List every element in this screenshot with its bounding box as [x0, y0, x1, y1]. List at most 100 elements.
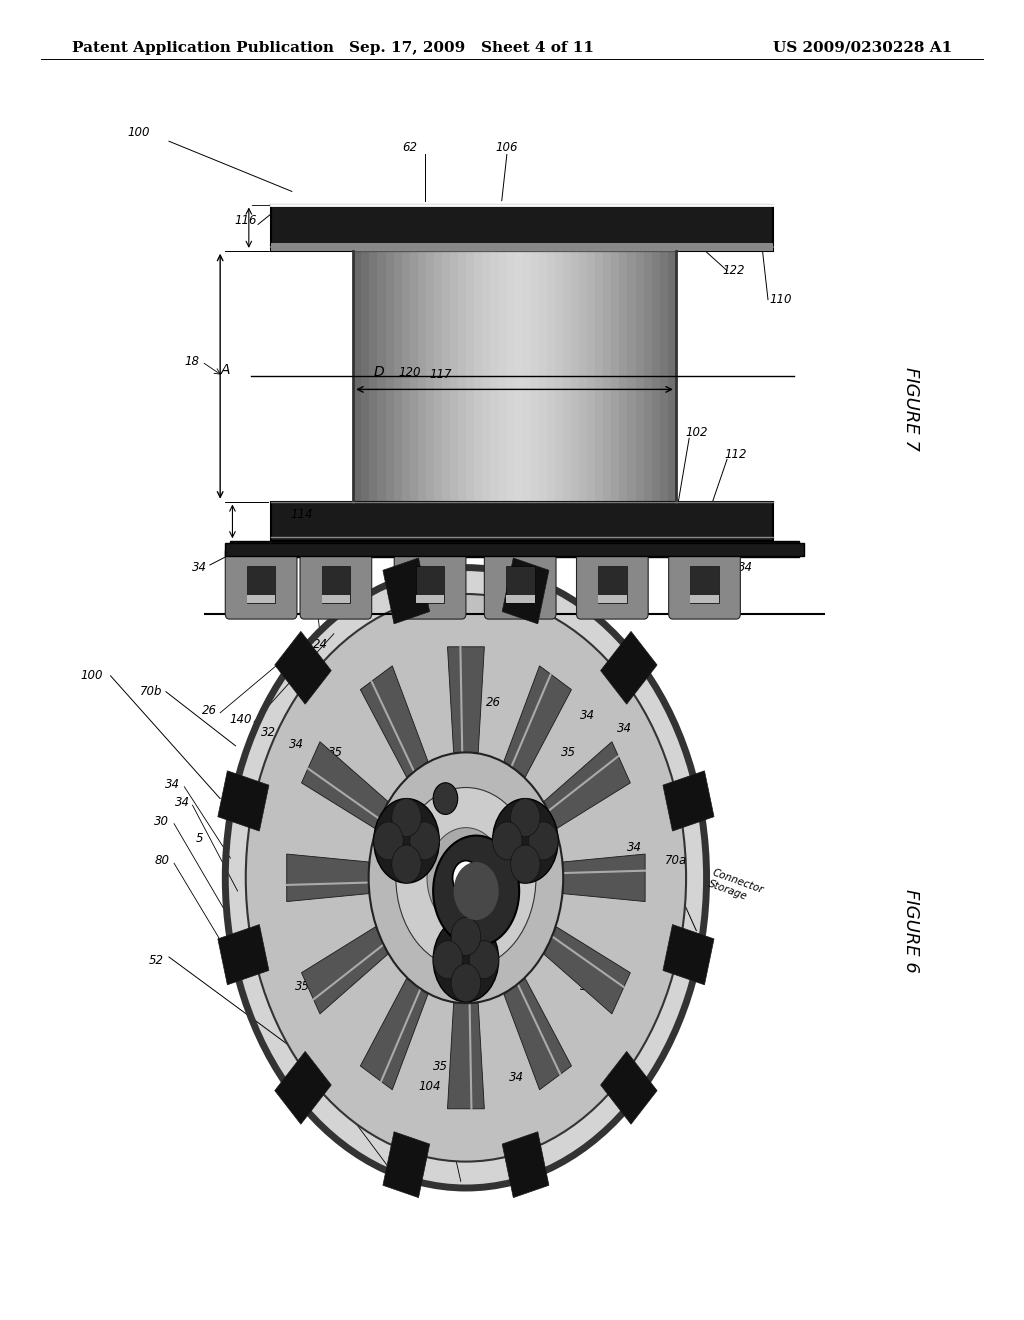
Circle shape — [246, 594, 686, 1162]
Bar — [598, 595, 627, 603]
Bar — [230, 541, 799, 557]
Bar — [225, 543, 804, 556]
Circle shape — [433, 836, 519, 946]
Circle shape — [433, 917, 499, 1002]
Circle shape — [493, 822, 522, 859]
Text: 34: 34 — [175, 796, 189, 809]
Bar — [490, 251, 499, 502]
Polygon shape — [218, 771, 269, 832]
Text: 116: 116 — [234, 214, 257, 227]
Bar — [451, 251, 458, 502]
Bar — [434, 251, 442, 502]
Bar — [247, 595, 275, 603]
Bar — [499, 251, 507, 502]
Circle shape — [528, 822, 558, 859]
Circle shape — [433, 783, 458, 814]
Text: 34: 34 — [193, 561, 207, 574]
Circle shape — [452, 964, 480, 1002]
Polygon shape — [383, 1131, 430, 1197]
Text: 32: 32 — [261, 726, 275, 739]
Text: Connector
Storage: Connector Storage — [707, 867, 765, 907]
Circle shape — [452, 917, 480, 956]
FancyBboxPatch shape — [225, 546, 297, 619]
Bar — [620, 251, 628, 502]
Polygon shape — [502, 558, 549, 624]
Bar — [393, 251, 401, 502]
Bar — [410, 251, 418, 502]
Text: 120: 120 — [398, 366, 421, 379]
Polygon shape — [544, 927, 631, 1014]
Text: 90: 90 — [415, 888, 429, 902]
Text: 34: 34 — [581, 709, 595, 722]
Text: 104: 104 — [431, 638, 454, 651]
Bar — [458, 251, 466, 502]
Text: 5: 5 — [196, 832, 204, 845]
Polygon shape — [502, 1131, 549, 1197]
Text: A: A — [220, 363, 230, 376]
Bar — [651, 251, 659, 502]
Text: 26: 26 — [203, 704, 217, 717]
Text: 100: 100 — [127, 125, 150, 139]
FancyBboxPatch shape — [484, 546, 556, 619]
Text: 35: 35 — [581, 979, 595, 993]
Circle shape — [511, 799, 540, 837]
Bar — [587, 251, 595, 502]
FancyBboxPatch shape — [669, 546, 740, 619]
Text: 70a: 70a — [665, 854, 687, 867]
Polygon shape — [563, 854, 645, 902]
Bar — [598, 566, 627, 603]
Bar — [668, 251, 676, 502]
Bar — [401, 251, 410, 502]
Bar — [322, 566, 350, 603]
Text: 18: 18 — [184, 355, 199, 368]
Polygon shape — [447, 647, 484, 752]
Bar — [522, 251, 530, 502]
Bar — [506, 566, 535, 603]
Text: 122: 122 — [722, 264, 744, 277]
Circle shape — [410, 822, 439, 859]
Text: 117: 117 — [429, 368, 452, 381]
Text: 4: 4 — [457, 898, 465, 911]
Circle shape — [369, 752, 563, 1003]
Bar — [426, 251, 434, 502]
Bar — [507, 251, 514, 502]
Text: 20: 20 — [377, 638, 391, 651]
Polygon shape — [663, 771, 714, 832]
Text: 52: 52 — [150, 954, 164, 968]
Bar — [370, 251, 378, 502]
Bar — [361, 251, 370, 502]
Bar — [659, 251, 668, 502]
Text: 106: 106 — [496, 141, 518, 154]
Circle shape — [427, 828, 505, 928]
Bar — [628, 251, 636, 502]
Text: 35: 35 — [561, 746, 575, 759]
Polygon shape — [274, 631, 331, 704]
Polygon shape — [663, 924, 714, 985]
Bar — [385, 251, 393, 502]
Text: Patent Application Publication: Patent Application Publication — [72, 41, 334, 54]
Bar — [530, 251, 539, 502]
Circle shape — [511, 845, 540, 883]
Text: 140: 140 — [528, 693, 551, 706]
Bar — [611, 251, 620, 502]
Circle shape — [493, 799, 558, 883]
Text: FIGURE 6: FIGURE 6 — [902, 888, 921, 973]
Bar — [506, 595, 535, 603]
Text: 30: 30 — [155, 814, 169, 828]
Bar — [322, 595, 350, 603]
Text: 34: 34 — [544, 1063, 558, 1076]
Polygon shape — [504, 665, 571, 777]
Text: 140: 140 — [229, 713, 252, 726]
Bar — [555, 251, 563, 502]
Text: 32: 32 — [566, 638, 581, 651]
Text: 92: 92 — [385, 878, 399, 891]
Polygon shape — [504, 978, 571, 1090]
Text: 34: 34 — [509, 1071, 523, 1084]
Circle shape — [374, 822, 403, 859]
Circle shape — [392, 845, 421, 883]
Circle shape — [396, 788, 536, 968]
Text: 80: 80 — [155, 854, 169, 867]
FancyBboxPatch shape — [300, 546, 372, 619]
Text: 34: 34 — [290, 738, 304, 751]
FancyBboxPatch shape — [394, 546, 466, 619]
